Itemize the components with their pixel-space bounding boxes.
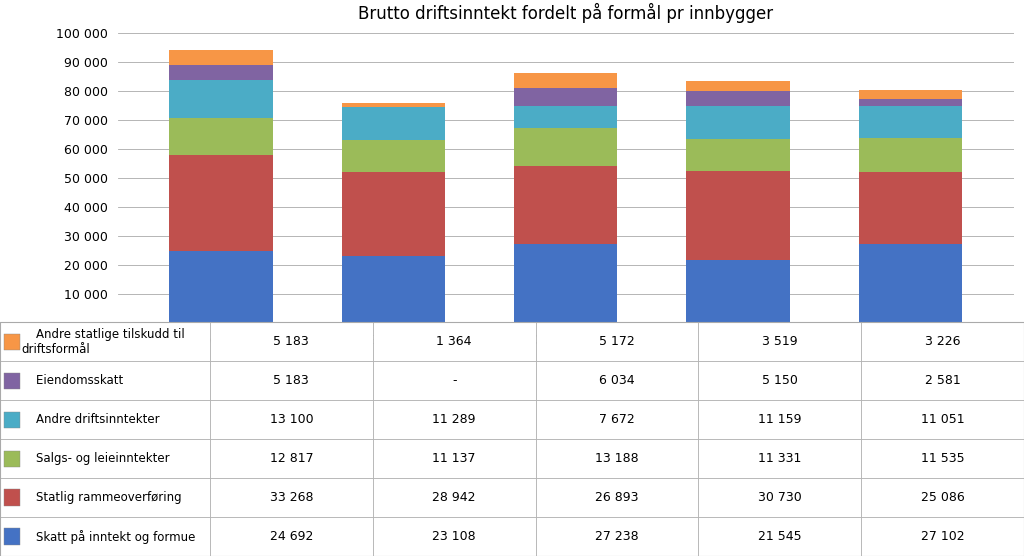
Bar [686, 81, 790, 91]
Bar [514, 73, 617, 88]
Bar [342, 107, 445, 140]
Bar [686, 138, 790, 171]
Bar [859, 138, 963, 172]
Bar [342, 256, 445, 322]
Bar [686, 171, 790, 260]
Bar [169, 50, 272, 65]
Bar [859, 106, 963, 138]
Bar [859, 90, 963, 99]
Bar [514, 244, 617, 322]
Bar [859, 244, 963, 322]
Bar [169, 65, 272, 80]
Bar [859, 172, 963, 244]
Bar [342, 140, 445, 172]
Bar [514, 88, 617, 106]
Bar [169, 155, 272, 251]
Bar [514, 128, 617, 166]
Bar [169, 118, 272, 155]
Bar [514, 166, 617, 244]
Title: Brutto driftsinntekt fordelt på formål pr innbygger: Brutto driftsinntekt fordelt på formål p… [358, 3, 773, 23]
Bar [169, 80, 272, 118]
Bar [169, 251, 272, 322]
Bar [514, 106, 617, 128]
Bar [686, 106, 790, 138]
Bar [686, 260, 790, 322]
Bar [342, 103, 445, 107]
Bar [342, 172, 445, 256]
Bar [686, 91, 790, 106]
Bar [859, 99, 963, 106]
